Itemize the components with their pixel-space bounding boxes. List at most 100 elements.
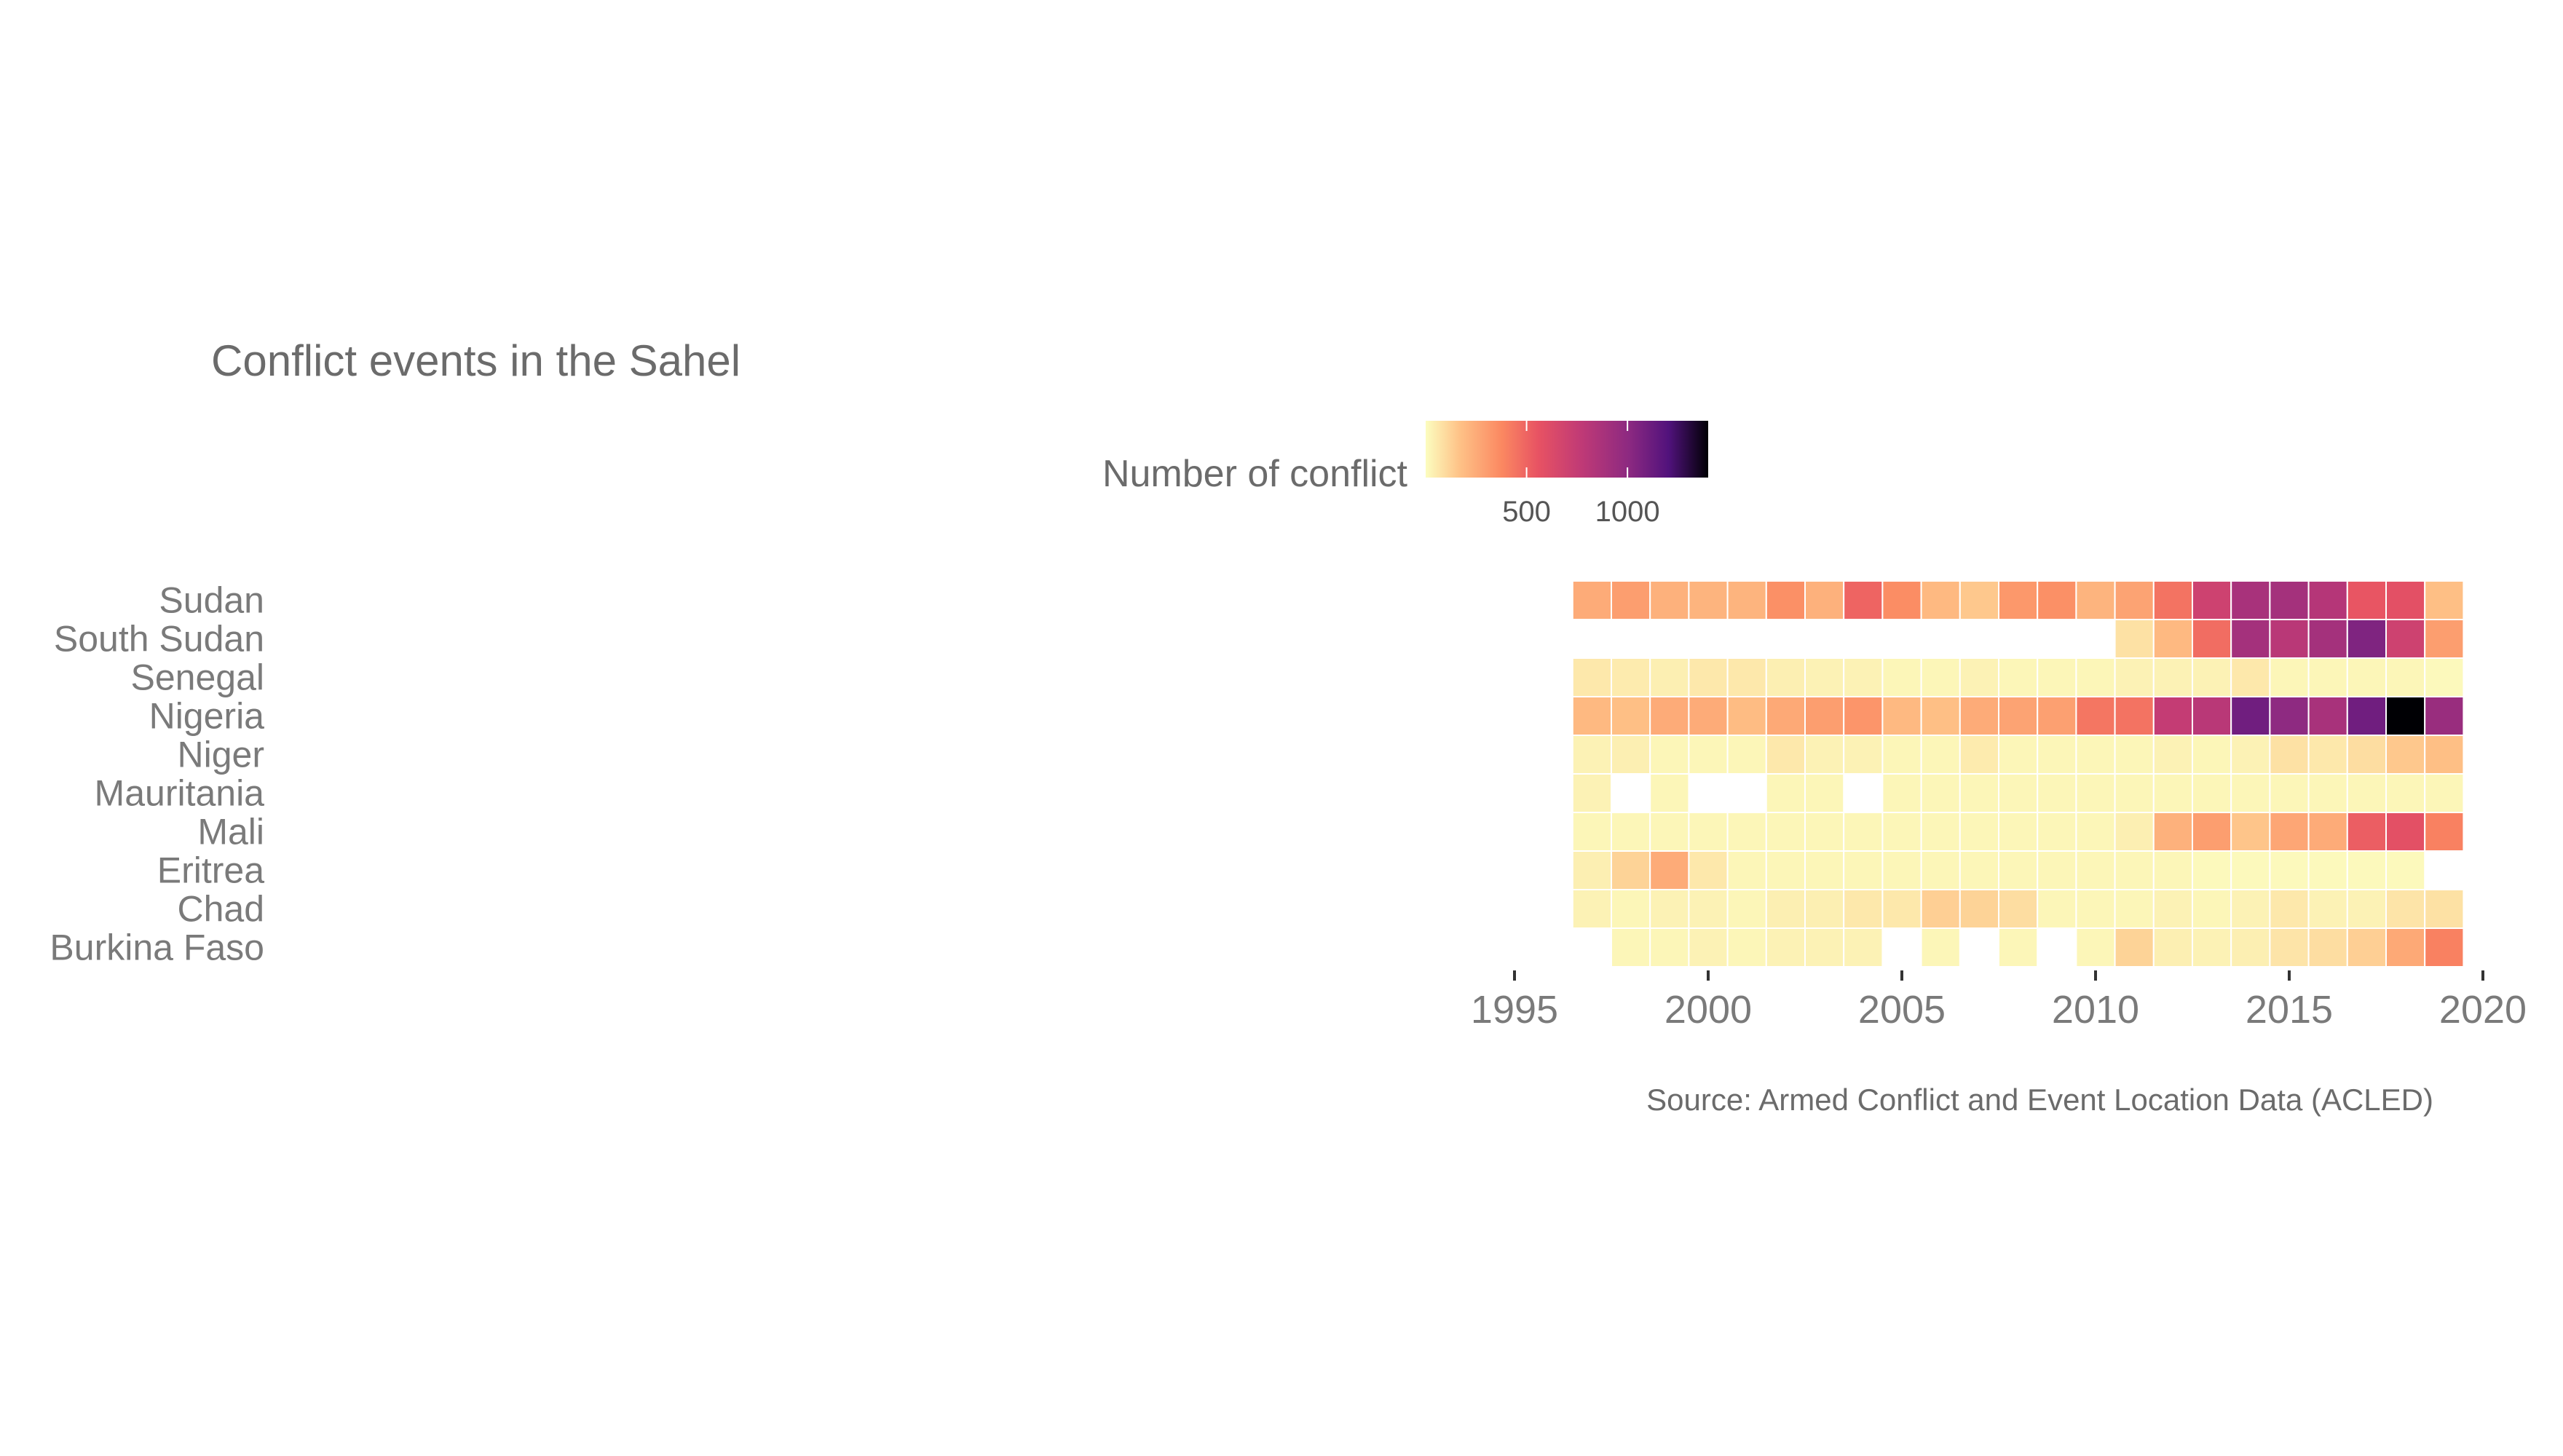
heatmap-cell xyxy=(2385,619,2426,659)
heatmap-cell xyxy=(2307,735,2348,775)
heatmap-cell xyxy=(1611,735,1651,775)
heatmap-cell xyxy=(2269,619,2310,659)
heatmap-cell xyxy=(2075,696,2116,736)
heatmap-cell xyxy=(2307,657,2348,697)
heatmap-cell xyxy=(1959,812,2000,852)
heatmap-cell xyxy=(2230,889,2271,929)
heatmap-cell xyxy=(1611,889,1651,929)
legend-tick-label: 500 xyxy=(1502,496,1551,528)
heatmap-cell xyxy=(2424,696,2465,736)
legend-tick-label: 1000 xyxy=(1595,496,1660,528)
heatmap-cell xyxy=(1611,850,1651,890)
heatmap-cell xyxy=(2230,735,2271,775)
heatmap-cell xyxy=(2424,927,2465,968)
heatmap-cell xyxy=(2192,812,2232,852)
heatmap-cell xyxy=(1804,889,1845,929)
color-legend: Number of conflict 500 1000 xyxy=(1102,421,1708,528)
row-label: Niger xyxy=(178,735,264,775)
heatmap-cell xyxy=(2075,735,2116,775)
heatmap-cell xyxy=(2307,696,2348,736)
row-label: Burkina Faso xyxy=(50,927,264,968)
heatmap-cell xyxy=(1688,812,1729,852)
heatmap-cell xyxy=(2424,812,2465,852)
heatmap-cell xyxy=(2385,580,2426,620)
heatmap-cell xyxy=(2152,580,2194,620)
heatmap-cell xyxy=(2307,619,2348,659)
heatmap-cell xyxy=(2192,657,2232,697)
heatmap-cell xyxy=(2230,850,2271,890)
heatmap-cell xyxy=(2114,927,2155,968)
heatmap-cell xyxy=(1611,927,1651,968)
heatmap-cell xyxy=(1765,889,1806,929)
heatmap-cell xyxy=(1959,889,2000,929)
heatmap-cell xyxy=(2230,696,2271,736)
heatmap-cell xyxy=(1959,773,2000,813)
heatmap-cell xyxy=(1611,580,1651,620)
heatmap-cell xyxy=(2192,619,2232,659)
heatmap-cell xyxy=(2192,773,2232,813)
heatmap-cell xyxy=(1843,812,1884,852)
heatmap-cell xyxy=(1611,657,1651,697)
heatmap-cell xyxy=(2385,735,2426,775)
heatmap-cell xyxy=(2114,735,2155,775)
heatmap-cell xyxy=(2192,735,2232,775)
heatmap-cell xyxy=(2075,773,2116,813)
heatmap-cell xyxy=(2075,580,2116,620)
heatmap-cell xyxy=(1959,580,2000,620)
heatmap-cell xyxy=(1920,580,1961,620)
heatmap-cell xyxy=(2230,927,2271,968)
heatmap-cell xyxy=(2152,812,2194,852)
heatmap-cell xyxy=(1998,889,2039,929)
heatmap-cell xyxy=(2075,812,2116,852)
heatmap-cell xyxy=(1765,696,1806,736)
heatmap-cell xyxy=(1611,696,1651,736)
heatmap-cell xyxy=(2152,889,2194,929)
heatmap-cell xyxy=(2037,735,2077,775)
heatmap-cell xyxy=(1726,696,1767,736)
heatmap-cell xyxy=(1998,927,2039,968)
heatmap-cell xyxy=(1765,773,1806,813)
heatmap-cell xyxy=(1881,773,1922,813)
heatmap-cells xyxy=(1571,580,2465,968)
row-label: Sudan xyxy=(159,580,264,621)
row-label: Senegal xyxy=(131,657,265,698)
x-tick-label: 2005 xyxy=(1858,988,1946,1032)
heatmap-cell xyxy=(1804,927,1845,968)
heatmap-cell xyxy=(1998,850,2039,890)
heatmap-cell xyxy=(1649,773,1690,813)
heatmap-cell xyxy=(1881,889,1922,929)
heatmap-cell xyxy=(1998,773,2039,813)
heatmap-cell xyxy=(2037,580,2077,620)
heatmap-cell xyxy=(1649,889,1690,929)
heatmap-cell xyxy=(1571,773,1613,813)
heatmap-cell xyxy=(1881,696,1922,736)
chart-caption: Source: Armed Conflict and Event Locatio… xyxy=(1646,1083,2433,1117)
heatmap-cell xyxy=(1804,657,1845,697)
heatmap-cell xyxy=(2269,889,2310,929)
heatmap-cell xyxy=(2385,889,2426,929)
row-label: Nigeria xyxy=(149,696,265,737)
heatmap-cell xyxy=(1726,889,1767,929)
heatmap-cell xyxy=(1726,657,1767,697)
heatmap-cell xyxy=(2114,850,2155,890)
heatmap-cell xyxy=(2346,580,2388,620)
row-label: Mali xyxy=(197,812,264,852)
heatmap-cell xyxy=(2269,696,2310,736)
heatmap-cell xyxy=(2307,850,2348,890)
heatmap-cell xyxy=(2307,580,2348,620)
heatmap-cell xyxy=(2230,773,2271,813)
x-tick-label: 2000 xyxy=(1664,988,1752,1032)
heatmap-cell xyxy=(2152,657,2194,697)
heatmap-cell xyxy=(1726,580,1767,620)
heatmap-cell xyxy=(1688,735,1729,775)
heatmap-cell xyxy=(1959,735,2000,775)
x-axis: 1995 2000 2005 2010 2015 2020 xyxy=(1471,970,2527,1032)
heatmap-cell xyxy=(1688,850,1729,890)
heatmap-cell xyxy=(1998,735,2039,775)
heatmap-cell xyxy=(1688,927,1729,968)
heatmap-cell xyxy=(1765,927,1806,968)
heatmap-cell xyxy=(2192,580,2232,620)
heatmap-cell xyxy=(1920,927,1961,968)
heatmap-cell xyxy=(1920,812,1961,852)
